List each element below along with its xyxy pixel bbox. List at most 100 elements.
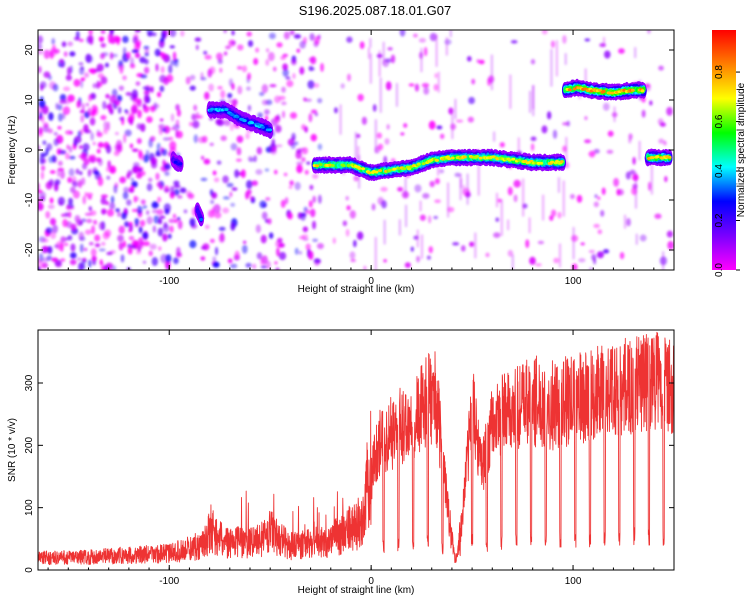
noise-blob	[317, 143, 323, 151]
ridge-cell	[507, 158, 512, 162]
noise-blob	[156, 142, 161, 152]
noise-blob	[376, 132, 383, 139]
noise-blob	[119, 65, 124, 75]
noise-blob	[38, 253, 44, 262]
noise-blob	[51, 38, 56, 45]
noise-blob	[79, 145, 83, 149]
noise-blob	[213, 177, 220, 183]
noise-blob	[164, 163, 171, 170]
noise-blob	[151, 256, 159, 266]
noise-blob	[142, 103, 147, 110]
noise-blob	[588, 151, 596, 157]
noise-blob	[118, 60, 124, 68]
noise-blob	[255, 224, 262, 234]
noise-blob	[63, 51, 68, 57]
noise-blob	[48, 112, 54, 121]
noise-blob	[260, 265, 268, 269]
noise-blob	[63, 242, 69, 247]
noise-blob	[345, 228, 350, 237]
ridge-cell	[260, 125, 265, 129]
noise-streak	[374, 237, 377, 270]
noise-blob	[428, 215, 432, 224]
ridge-cell	[199, 218, 204, 222]
noise-blob	[596, 251, 604, 259]
noise-streak	[445, 37, 448, 56]
noise-blob	[541, 125, 548, 134]
noise-blob	[317, 97, 323, 104]
noise-blob	[105, 93, 110, 99]
noise-blob	[495, 217, 500, 222]
colorbar-ticks: 0.0 0.2 0.4 0.6 0.8	[714, 65, 740, 277]
noise-blob	[151, 209, 159, 214]
noise-blob	[191, 113, 197, 121]
noise-blob	[100, 197, 107, 205]
noise-blob	[124, 129, 132, 137]
noise-blob	[121, 212, 127, 220]
noise-blob	[165, 254, 172, 263]
noise-blob	[550, 209, 557, 217]
ridge-cell	[567, 88, 572, 92]
noise-blob	[157, 227, 164, 237]
noise-blob	[151, 201, 159, 209]
noise-blob	[267, 218, 272, 225]
signal-ridge	[561, 78, 647, 101]
noise-blob	[416, 255, 421, 263]
noise-streak	[529, 90, 532, 113]
noise-blob	[38, 131, 44, 137]
noise-blob	[131, 148, 139, 152]
noise-blob	[163, 188, 171, 192]
noise-blob	[189, 240, 197, 249]
ridge-cell	[378, 169, 383, 173]
noise-blob	[54, 179, 61, 186]
noise-blob	[179, 187, 187, 193]
noise-blob	[150, 106, 156, 113]
ridge-cell	[392, 167, 397, 171]
noise-blob	[189, 85, 196, 91]
noise-blob	[61, 213, 66, 217]
noise-blob	[46, 143, 53, 151]
y-tick-label: 0	[24, 567, 35, 573]
noise-blob	[549, 215, 554, 221]
noise-blob	[129, 56, 135, 67]
ridge-cell	[517, 158, 522, 162]
noise-blob	[136, 205, 143, 215]
noise-streak	[398, 219, 401, 236]
noise-streak	[474, 232, 477, 259]
noise-blob	[99, 37, 103, 43]
noise-blob	[604, 50, 611, 59]
noise-blob	[138, 226, 143, 234]
noise-blob	[275, 144, 283, 148]
noise-blob	[293, 34, 302, 39]
noise-blob	[102, 231, 110, 240]
noise-blob	[62, 112, 66, 120]
noise-blob	[106, 121, 110, 131]
ridge-cell	[330, 164, 335, 168]
noise-blob	[156, 91, 162, 98]
noise-blob	[256, 252, 263, 260]
noise-blob	[88, 241, 94, 246]
noise-blob	[38, 197, 42, 204]
noise-blob	[570, 194, 575, 200]
ridge-cell	[559, 160, 564, 164]
noise-blob	[602, 102, 610, 111]
noise-blob	[251, 180, 258, 186]
noise-blob	[143, 90, 150, 95]
y-tick-label: 10	[24, 94, 35, 106]
noise-blob	[90, 132, 94, 141]
noise-blob	[304, 98, 312, 102]
noise-blob	[99, 53, 105, 60]
noise-blob	[552, 129, 558, 139]
noise-blob	[158, 125, 164, 136]
noise-blob	[38, 260, 45, 270]
noise-blob	[219, 67, 223, 73]
noise-blob	[282, 53, 289, 57]
noise-blob	[419, 214, 426, 221]
ridge-cell	[650, 156, 655, 160]
noise-blob	[106, 175, 111, 180]
noise-blob	[106, 251, 113, 256]
noise-blob	[167, 233, 172, 239]
noise-blob	[105, 144, 112, 154]
noise-blob	[225, 45, 231, 50]
noise-blob	[204, 54, 212, 60]
noise-blob	[361, 116, 367, 125]
